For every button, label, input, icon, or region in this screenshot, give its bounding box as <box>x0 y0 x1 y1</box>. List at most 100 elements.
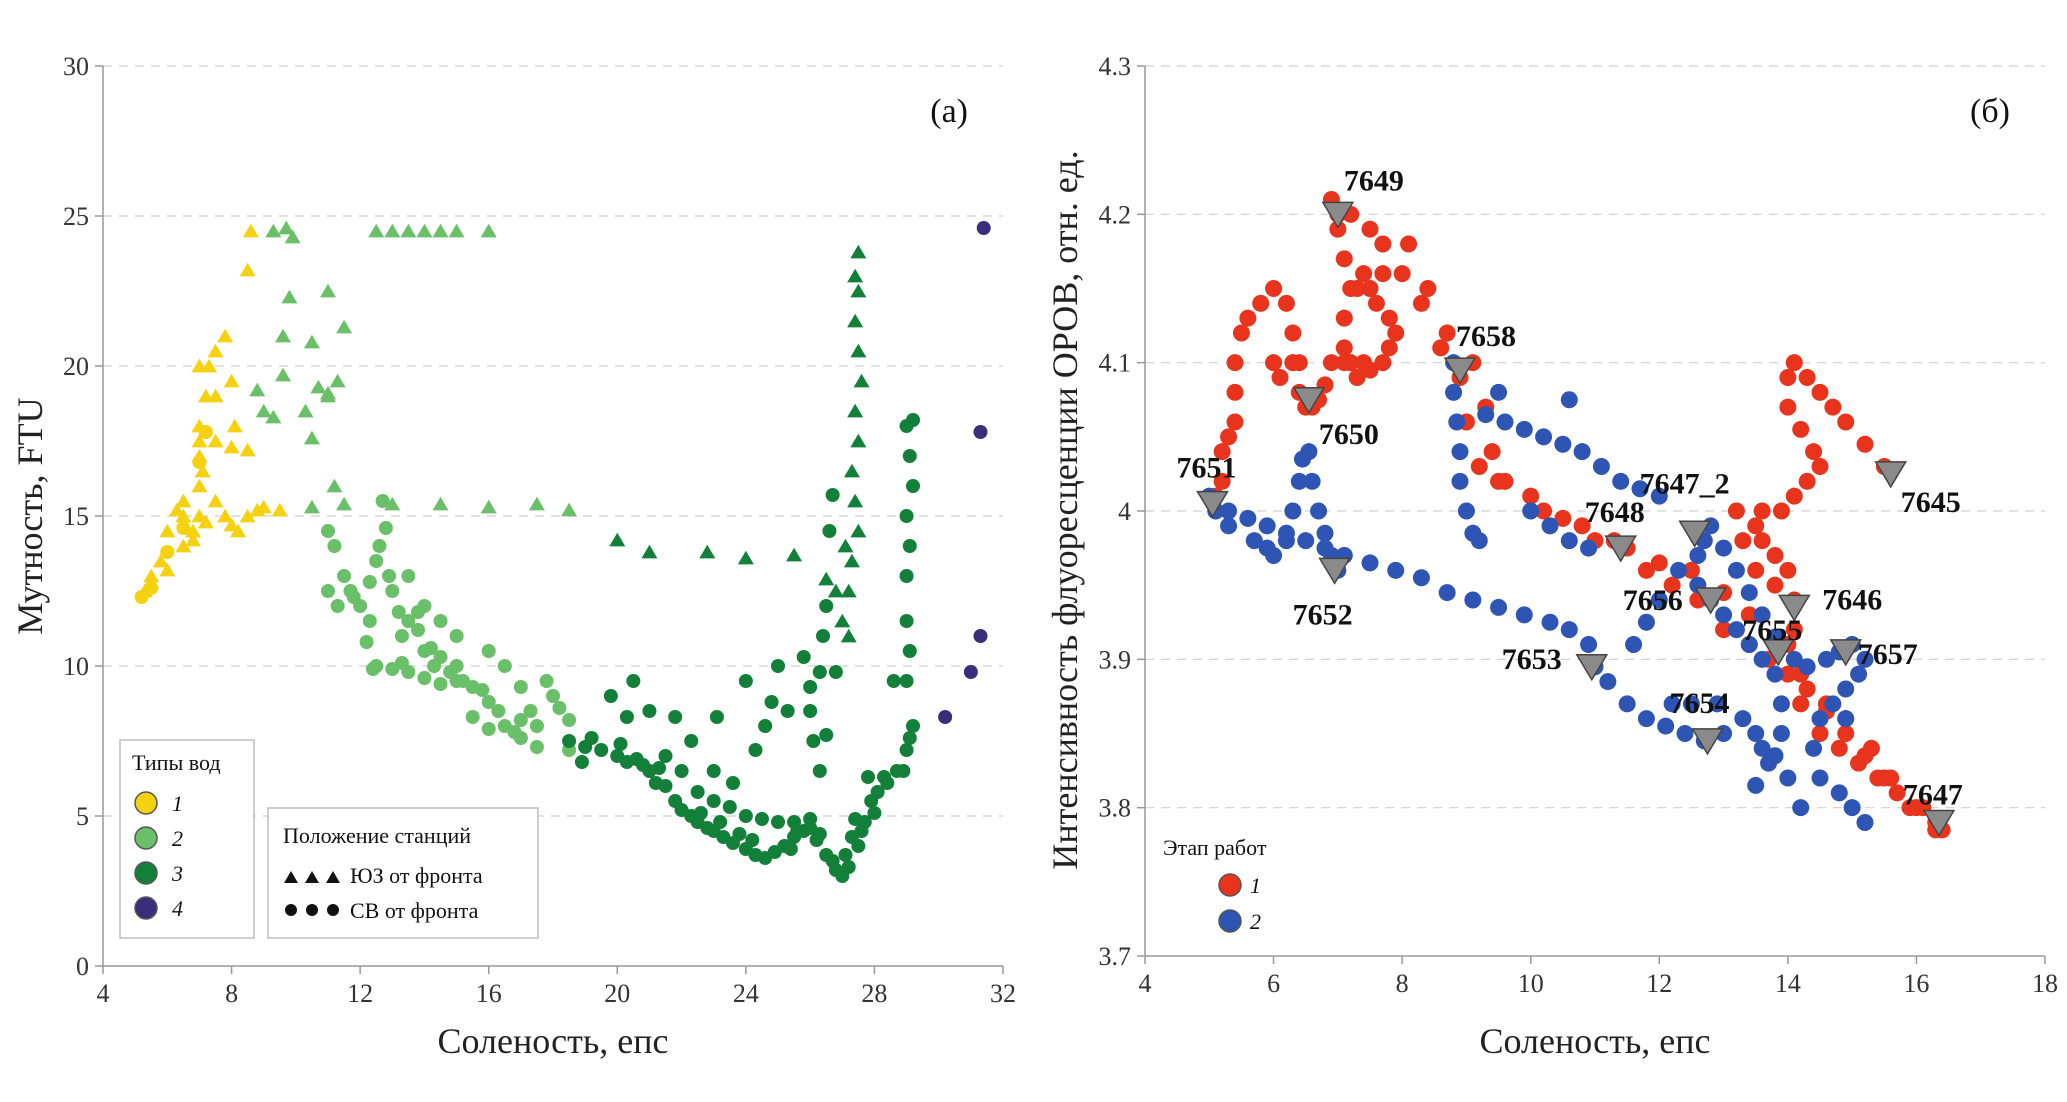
data-point <box>1361 361 1379 379</box>
data-point <box>513 731 528 745</box>
data-point <box>1535 502 1553 520</box>
data-point <box>1560 391 1578 409</box>
station-label: 7649 <box>1344 164 1404 197</box>
data-point <box>867 806 882 820</box>
data-point <box>1727 502 1745 520</box>
data-point <box>1631 480 1649 498</box>
data-point <box>1817 650 1835 668</box>
data-point <box>362 575 377 589</box>
data-point <box>1265 280 1283 297</box>
data-point <box>1226 354 1244 372</box>
data-point <box>513 713 528 727</box>
data-point <box>411 623 425 637</box>
data-point <box>1637 613 1655 631</box>
data-point <box>1753 532 1771 550</box>
data-point <box>1837 710 1855 728</box>
data-point <box>1882 769 1900 787</box>
data-point <box>648 776 663 790</box>
data-point <box>432 223 449 238</box>
data-point <box>1772 695 1790 713</box>
panel-b-x-tick-label: 6 <box>1267 969 1280 998</box>
data-point <box>1573 517 1591 535</box>
panel-b-x-tick-label: 4 <box>1139 969 1152 998</box>
station-marker-icon <box>1575 654 1609 682</box>
data-point <box>1811 458 1829 475</box>
data-point <box>1785 621 1803 639</box>
data-point <box>713 815 728 829</box>
data-point <box>369 554 384 568</box>
data-point <box>337 569 352 583</box>
data-point <box>1560 621 1578 639</box>
data-point <box>191 358 208 373</box>
data-point <box>303 334 320 349</box>
data-point <box>973 629 988 643</box>
panel-a-y-tick-label: 0 <box>76 952 89 981</box>
station-7651: 7651 <box>1177 452 1237 519</box>
data-point <box>159 562 176 577</box>
panel-a-series-1-circle <box>134 425 213 604</box>
data-point <box>1747 725 1765 742</box>
data-point <box>652 761 667 775</box>
data-point <box>1348 369 1366 386</box>
data-point <box>368 223 385 238</box>
legend-label: 1 <box>1250 873 1261 898</box>
data-point <box>850 523 867 538</box>
data-point <box>626 674 641 688</box>
data-point <box>449 629 464 643</box>
legend-label: 2 <box>172 826 183 851</box>
panel-b-stage-legend: Этап работ 1 2 <box>1163 835 1267 934</box>
data-point <box>1226 383 1244 401</box>
panel-a-label: (a) <box>930 93 968 130</box>
stage-legend-title: Этап работ <box>1163 835 1267 860</box>
data-point <box>790 824 805 838</box>
data-point <box>899 674 914 688</box>
data-point <box>812 665 827 679</box>
data-point <box>1220 517 1238 535</box>
data-point <box>1650 591 1668 609</box>
panel-b-y-tick-label: 4.3 <box>1099 52 1132 81</box>
data-point <box>1824 695 1842 713</box>
data-point <box>738 809 753 823</box>
data-point <box>175 493 192 508</box>
data-point <box>1284 502 1302 520</box>
panel-a-x-tick-label: 20 <box>604 979 630 1008</box>
data-point <box>226 418 243 433</box>
circle-marker-icon <box>306 904 318 916</box>
data-point <box>134 590 149 604</box>
data-point <box>899 569 914 583</box>
data-point <box>603 689 618 703</box>
triangle-marker-icon <box>305 871 319 883</box>
data-point <box>745 833 760 847</box>
legend-label: 2 <box>1250 909 1261 934</box>
station-marker-icon <box>1321 201 1355 229</box>
data-point <box>1792 799 1810 817</box>
data-point <box>416 223 433 238</box>
panel-b-x-tick-label: 14 <box>1775 969 1801 998</box>
legend-swatch-icon <box>134 861 158 885</box>
data-point <box>513 680 528 694</box>
data-point <box>1740 606 1758 624</box>
data-point <box>841 860 856 874</box>
data-point <box>771 815 785 829</box>
station-label: 7654 <box>1670 687 1730 720</box>
data-point <box>401 614 416 628</box>
data-point <box>1355 265 1373 283</box>
data-point <box>840 628 857 643</box>
station-7657: 7657 <box>1829 638 1918 671</box>
station-label: 7648 <box>1585 496 1645 529</box>
data-point <box>1811 383 1829 401</box>
data-point <box>722 800 737 814</box>
data-point <box>658 749 673 763</box>
panel-a-y-tick-label: 30 <box>63 52 89 81</box>
panel-a-x-tick-label: 8 <box>225 979 238 1008</box>
data-point <box>1367 294 1385 312</box>
data-point <box>1682 561 1700 579</box>
data-point <box>1599 673 1617 691</box>
stage-legend-item-2: 2 <box>1218 909 1261 934</box>
water-legend-item-2: 2 <box>134 826 183 851</box>
data-point <box>194 463 211 478</box>
station-7658: 7658 <box>1443 320 1516 385</box>
data-point <box>481 695 496 709</box>
data-point <box>1830 784 1848 802</box>
station-label: 7652 <box>1293 598 1353 631</box>
